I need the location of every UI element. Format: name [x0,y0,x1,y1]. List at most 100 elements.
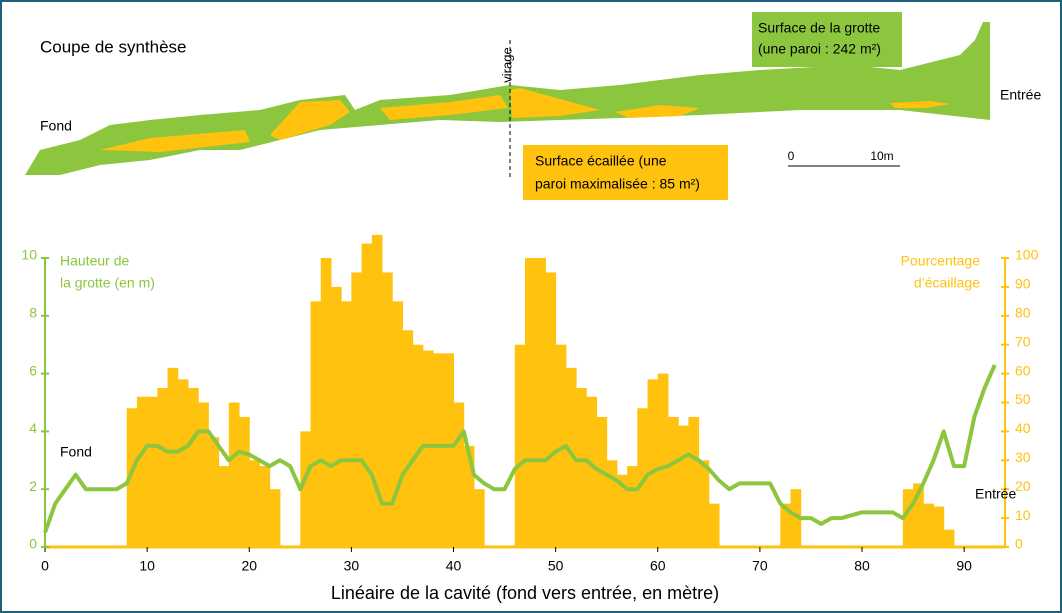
scaled-bar [780,503,792,547]
x-tick-label: 30 [344,558,360,574]
scaled-bar [228,402,240,547]
y2-tick-label: 80 [1015,305,1031,321]
scaled-bar [157,388,169,547]
scaled-bar [330,286,342,547]
scaled-bar [576,388,587,547]
y2-tick-label: 20 [1015,478,1031,494]
scaled-bar [300,431,312,547]
scaled-bar [371,234,383,547]
scaled-bar [698,460,710,547]
scaled-bar [463,445,475,547]
y-tick-label: 0 [29,536,37,552]
cave-legend-box [752,12,902,67]
scaled-legend-box [523,145,728,200]
scaled-bar [402,330,414,547]
scaled-bar [913,483,924,547]
x-tick-label: 80 [854,558,870,574]
x-tick-label: 60 [650,558,666,574]
scaled-bar [596,416,608,547]
scaled-bar [586,396,597,547]
scaled-area [100,130,250,152]
scaled-bar [902,489,914,547]
scaled-bar [351,272,363,547]
y2-tick-label: 70 [1015,333,1031,349]
scaled-bar [239,416,250,547]
scaled-bar [923,503,935,547]
y-tick-label: 6 [29,362,37,378]
scaled-bar [422,350,434,547]
x-tick-label: 50 [548,558,564,574]
scaled-bar [790,489,802,547]
scaled-bar [382,272,393,547]
scaled-bar [473,489,485,547]
y-axis-title: la grotte (en m) [60,275,155,291]
scaled-area [380,95,508,120]
scaled-bar [341,301,352,547]
scaled-bar [310,301,322,547]
section-title: Coupe de synthèse [40,37,187,56]
scaled-bar [657,373,669,547]
scaled-bar [198,402,209,547]
scaled-bar [433,353,444,547]
x-tick-label: 0 [41,558,49,574]
scaled-legend-line: paroi maximalisée : 85 m²) [535,176,700,192]
left-end-label: Fond [40,118,72,134]
y2-tick-label: 10 [1015,507,1031,523]
scaled-bar [545,272,557,547]
scale-label: 0 [788,149,795,163]
scaled-area [890,101,950,108]
scaled-area [510,88,600,118]
scaled-bar [320,258,332,547]
scaled-area [270,100,350,140]
scaled-bar [453,402,465,547]
scaled-bar [208,437,220,547]
x-tick-label: 90 [956,558,972,574]
right-end-label: Entrée [1000,87,1041,103]
y2-tick-label: 90 [1015,276,1031,292]
scaled-bar [647,379,659,547]
scaled-bar [606,460,618,547]
scaled-bar [637,408,649,547]
scaled-bar [565,367,577,547]
annotation: Fond [60,444,92,460]
scaled-bar [167,367,179,547]
y2-axis-title: d’écaillage [914,275,980,291]
scaled-bar [933,506,945,547]
y2-tick-label: 40 [1015,420,1031,436]
y-tick-label: 2 [29,478,37,494]
scaled-bar [218,466,230,547]
scaled-bar [943,529,955,547]
scaled-bar [688,416,700,547]
cave-section [25,22,990,175]
scaled-bar [361,243,373,548]
scaled-bar [249,460,260,547]
scaled-bar [269,489,281,547]
scaled-legend-line: Surface écaillée (une [535,153,667,169]
scaled-bar [443,353,455,547]
scaled-bar [126,408,138,547]
scale-label: 10m [870,149,893,163]
y-tick-label: 8 [29,305,37,321]
scaled-bar [525,258,536,547]
scaled-bar [147,396,158,547]
y2-tick-label: 30 [1015,449,1031,465]
scaled-bar [187,388,199,547]
y-axis-title: Hauteur de [60,253,129,269]
height-line [43,364,997,534]
x-tick-label: 70 [752,558,768,574]
y2-axis-title: Pourcentage [901,253,981,269]
x-tick-label: 20 [241,558,257,574]
scaled-bar [708,503,720,547]
scaled-bar [667,416,679,547]
y-tick-label: 10 [21,247,37,263]
scaled-bar [392,301,403,547]
scaled-bar [555,344,567,547]
scaled-bar [412,344,424,547]
y2-tick-label: 100 [1015,247,1039,263]
scaled-bar [616,474,628,547]
scaled-bar [627,466,638,547]
scaled-bar [177,379,189,547]
turn-label: virage [499,47,514,82]
y2-tick-label: 50 [1015,391,1031,407]
